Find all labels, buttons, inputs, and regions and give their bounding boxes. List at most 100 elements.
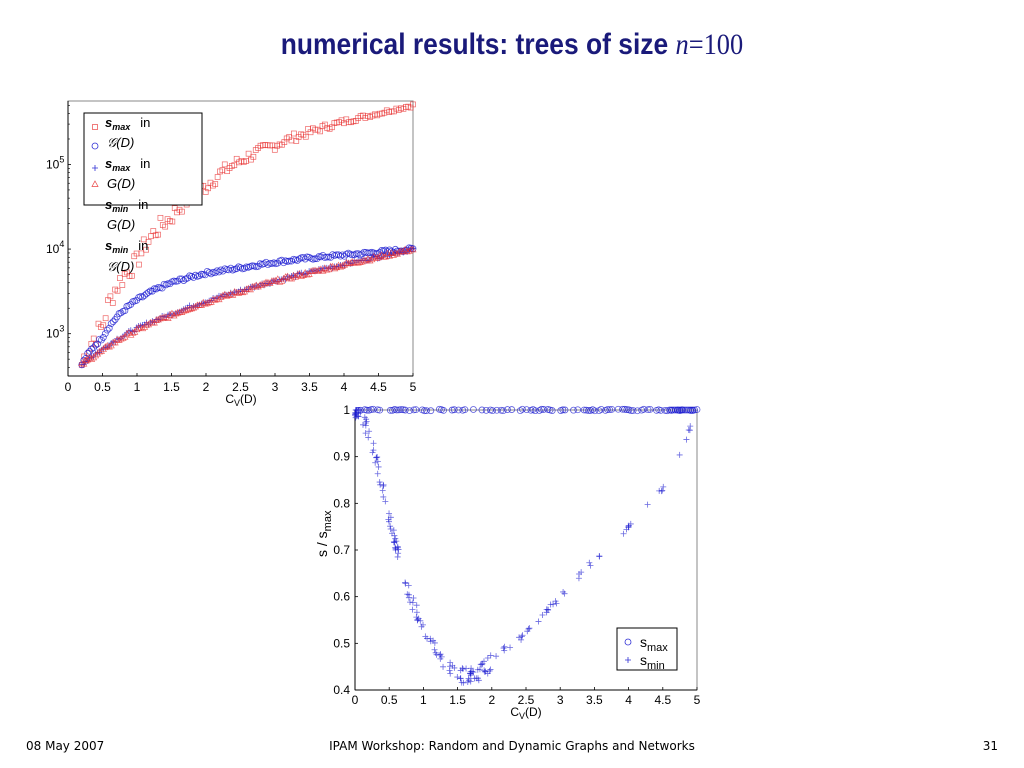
data-point (478, 661, 485, 668)
data-point (467, 672, 474, 679)
x-tick-label: 5 (694, 693, 701, 707)
data-point (525, 625, 532, 632)
data-point (391, 532, 398, 539)
legend-box (616, 627, 678, 671)
data-point (410, 101, 416, 108)
data-point (519, 632, 526, 639)
data-point (102, 315, 109, 322)
data-point (123, 329, 131, 337)
data-point (99, 334, 107, 341)
data-point (468, 665, 475, 672)
data-point (113, 335, 121, 343)
data-point (548, 407, 556, 414)
slide-title-text: numerical results: trees of size (280, 28, 676, 61)
data-point (212, 181, 219, 187)
data-point (103, 341, 111, 349)
data-point (440, 663, 447, 670)
data-point (309, 267, 317, 274)
data-point (380, 493, 387, 500)
data-point (359, 421, 366, 428)
data-point (446, 667, 453, 674)
data-point (353, 411, 360, 418)
data-point (250, 153, 257, 160)
data-point (362, 256, 370, 264)
data-point (591, 407, 599, 415)
data-point (450, 406, 458, 414)
x-tick-label: 4 (341, 380, 348, 394)
data-point (114, 287, 121, 294)
data-point (363, 406, 371, 414)
footer-page-number: 31 (982, 739, 998, 753)
data-point (138, 250, 145, 257)
data-point (92, 341, 99, 349)
series-smax (355, 405, 701, 415)
data-point (407, 599, 414, 606)
data-point (375, 463, 382, 470)
data-point (410, 406, 418, 414)
slide-title: numerical results: trees of size n=100 (61, 28, 962, 62)
data-point (392, 535, 399, 542)
data-point (137, 323, 145, 331)
data-point (470, 406, 477, 413)
data-point (381, 252, 390, 260)
data-point (487, 652, 494, 659)
data-point (481, 667, 488, 674)
data-point (136, 261, 142, 268)
data-point (99, 345, 107, 352)
data-point (463, 665, 470, 672)
footer-date: 08 May 2007 (26, 739, 105, 753)
y-tick-label: 1 (343, 403, 350, 417)
data-point (236, 287, 245, 295)
data-point (215, 268, 223, 276)
data-point (480, 658, 487, 665)
data-point (376, 252, 384, 260)
data-point (576, 570, 583, 577)
x-tick-label: 0.5 (381, 693, 398, 707)
data-point (544, 606, 551, 613)
data-point (302, 133, 309, 140)
data-point (211, 269, 219, 277)
x-axis-label: CV(D) (510, 705, 541, 721)
data-point (399, 247, 407, 255)
y-tick-label: 0.6 (333, 590, 350, 604)
data-point (477, 661, 484, 668)
data-point (365, 434, 372, 441)
data-point (504, 406, 511, 413)
y-tick-label: 0.9 (333, 450, 350, 464)
data-point (417, 617, 424, 624)
data-point (687, 406, 695, 414)
legend-marker-circle (624, 638, 632, 646)
data-point (225, 291, 233, 298)
data-point (119, 282, 126, 288)
data-point (274, 275, 282, 282)
data-point (366, 428, 373, 435)
data-point (432, 649, 439, 656)
data-point (646, 406, 654, 413)
x-tick-label: 0 (352, 693, 359, 707)
data-point (162, 281, 170, 289)
data-point (686, 427, 693, 434)
data-point (474, 666, 481, 673)
data-point (660, 483, 667, 490)
data-point (596, 552, 603, 559)
data-point (166, 311, 174, 318)
series-smin (352, 407, 694, 686)
data-point (101, 330, 109, 338)
data-point (264, 261, 272, 269)
data-point (242, 285, 251, 292)
data-point (160, 313, 168, 321)
data-point (487, 666, 494, 673)
data-point (499, 407, 507, 415)
data-point (560, 588, 567, 595)
data-point (128, 272, 135, 279)
data-point (397, 406, 405, 413)
data-point (406, 407, 413, 415)
data-point (540, 406, 548, 413)
data-point (88, 345, 95, 353)
data-point (409, 606, 416, 613)
data-point (370, 447, 377, 454)
data-point (80, 360, 88, 367)
data-point (373, 454, 380, 461)
data-point (278, 277, 286, 284)
data-point (500, 645, 507, 652)
